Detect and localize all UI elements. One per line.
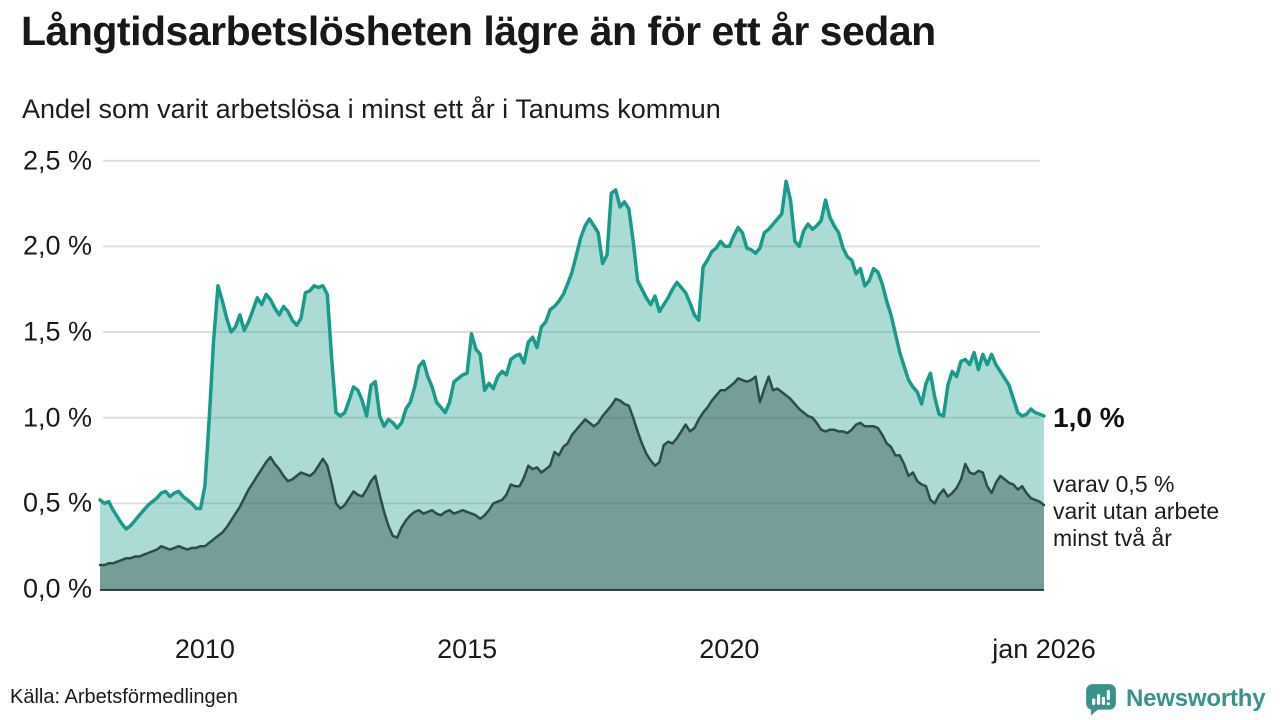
series2-annotation: varav 0,5 % varit utan arbete minst två …	[1053, 471, 1219, 552]
y-axis-label: 1,0 %	[22, 402, 92, 433]
newsworthy-bubble-chart-icon	[1084, 682, 1118, 716]
y-axis-label: 2,0 %	[22, 230, 92, 261]
newsworthy-logo: Newsworthy	[1084, 682, 1266, 716]
source-credit: Källa: Arbetsförmedlingen	[10, 686, 238, 708]
x-axis-label: 2010	[174, 634, 235, 664]
x-axis-label: jan 2026	[992, 634, 1096, 664]
x-axis-label: 2015	[437, 634, 498, 664]
y-axis-label: 0,0 %	[22, 573, 92, 604]
newsworthy-wordmark: Newsworthy	[1126, 685, 1266, 712]
x-axis-label: 2020	[699, 634, 760, 664]
annotation-line: minst två år	[1053, 525, 1172, 551]
chart-subtitle: Andel som varit arbetslösa i minst ett å…	[22, 94, 721, 124]
y-axis-label: 0,5 %	[22, 487, 92, 518]
annotation-line: varit utan arbete	[1053, 498, 1220, 524]
page-title: Långtidsarbetslösheten lägre än för ett …	[21, 8, 936, 54]
y-axis-label: 2,5 %	[22, 145, 92, 176]
annotation-line: varav 0,5 %	[1053, 471, 1175, 497]
y-axis-label: 1,5 %	[22, 316, 92, 347]
series1-end-value-label: 1,0 %	[1053, 402, 1125, 433]
